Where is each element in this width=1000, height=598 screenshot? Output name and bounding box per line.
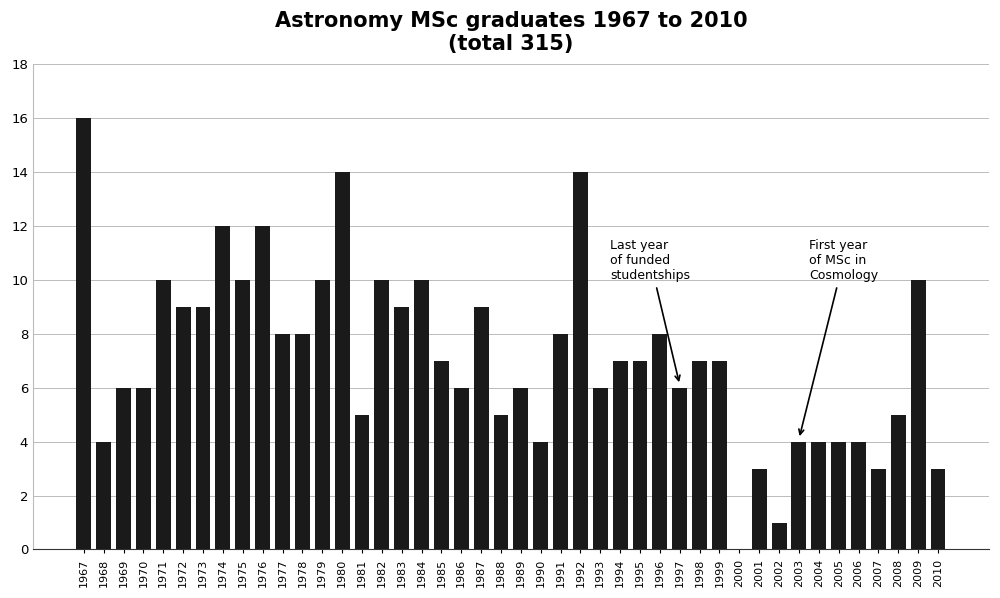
Bar — [931, 469, 945, 550]
Bar — [374, 280, 389, 550]
Bar — [593, 388, 608, 550]
Bar — [652, 334, 667, 550]
Title: Astronomy MSc graduates 1967 to 2010
(total 315): Astronomy MSc graduates 1967 to 2010 (to… — [275, 11, 747, 54]
Bar — [533, 442, 548, 550]
Bar — [633, 361, 647, 550]
Bar — [176, 307, 191, 550]
Bar — [454, 388, 469, 550]
Bar — [672, 388, 687, 550]
Bar — [513, 388, 528, 550]
Bar — [831, 442, 846, 550]
Bar — [156, 280, 171, 550]
Bar — [911, 280, 926, 550]
Bar — [871, 469, 886, 550]
Text: Last year
of funded
studentships: Last year of funded studentships — [610, 239, 690, 380]
Bar — [434, 361, 449, 550]
Bar — [791, 442, 806, 550]
Bar — [573, 172, 588, 550]
Bar — [96, 442, 111, 550]
Bar — [215, 226, 230, 550]
Bar — [275, 334, 290, 550]
Bar — [196, 307, 210, 550]
Bar — [851, 442, 866, 550]
Bar — [772, 523, 787, 550]
Bar — [692, 361, 707, 550]
Bar — [891, 414, 906, 550]
Bar — [335, 172, 350, 550]
Bar — [414, 280, 429, 550]
Bar — [553, 334, 568, 550]
Bar — [355, 414, 369, 550]
Bar — [255, 226, 270, 550]
Bar — [752, 469, 767, 550]
Bar — [613, 361, 628, 550]
Bar — [76, 118, 91, 550]
Bar — [811, 442, 826, 550]
Bar — [295, 334, 310, 550]
Bar — [394, 307, 409, 550]
Bar — [712, 361, 727, 550]
Bar — [136, 388, 151, 550]
Text: First year
of MSc in
Cosmology: First year of MSc in Cosmology — [799, 239, 878, 434]
Bar — [494, 414, 508, 550]
Bar — [235, 280, 250, 550]
Bar — [315, 280, 330, 550]
Bar — [474, 307, 489, 550]
Bar — [116, 388, 131, 550]
